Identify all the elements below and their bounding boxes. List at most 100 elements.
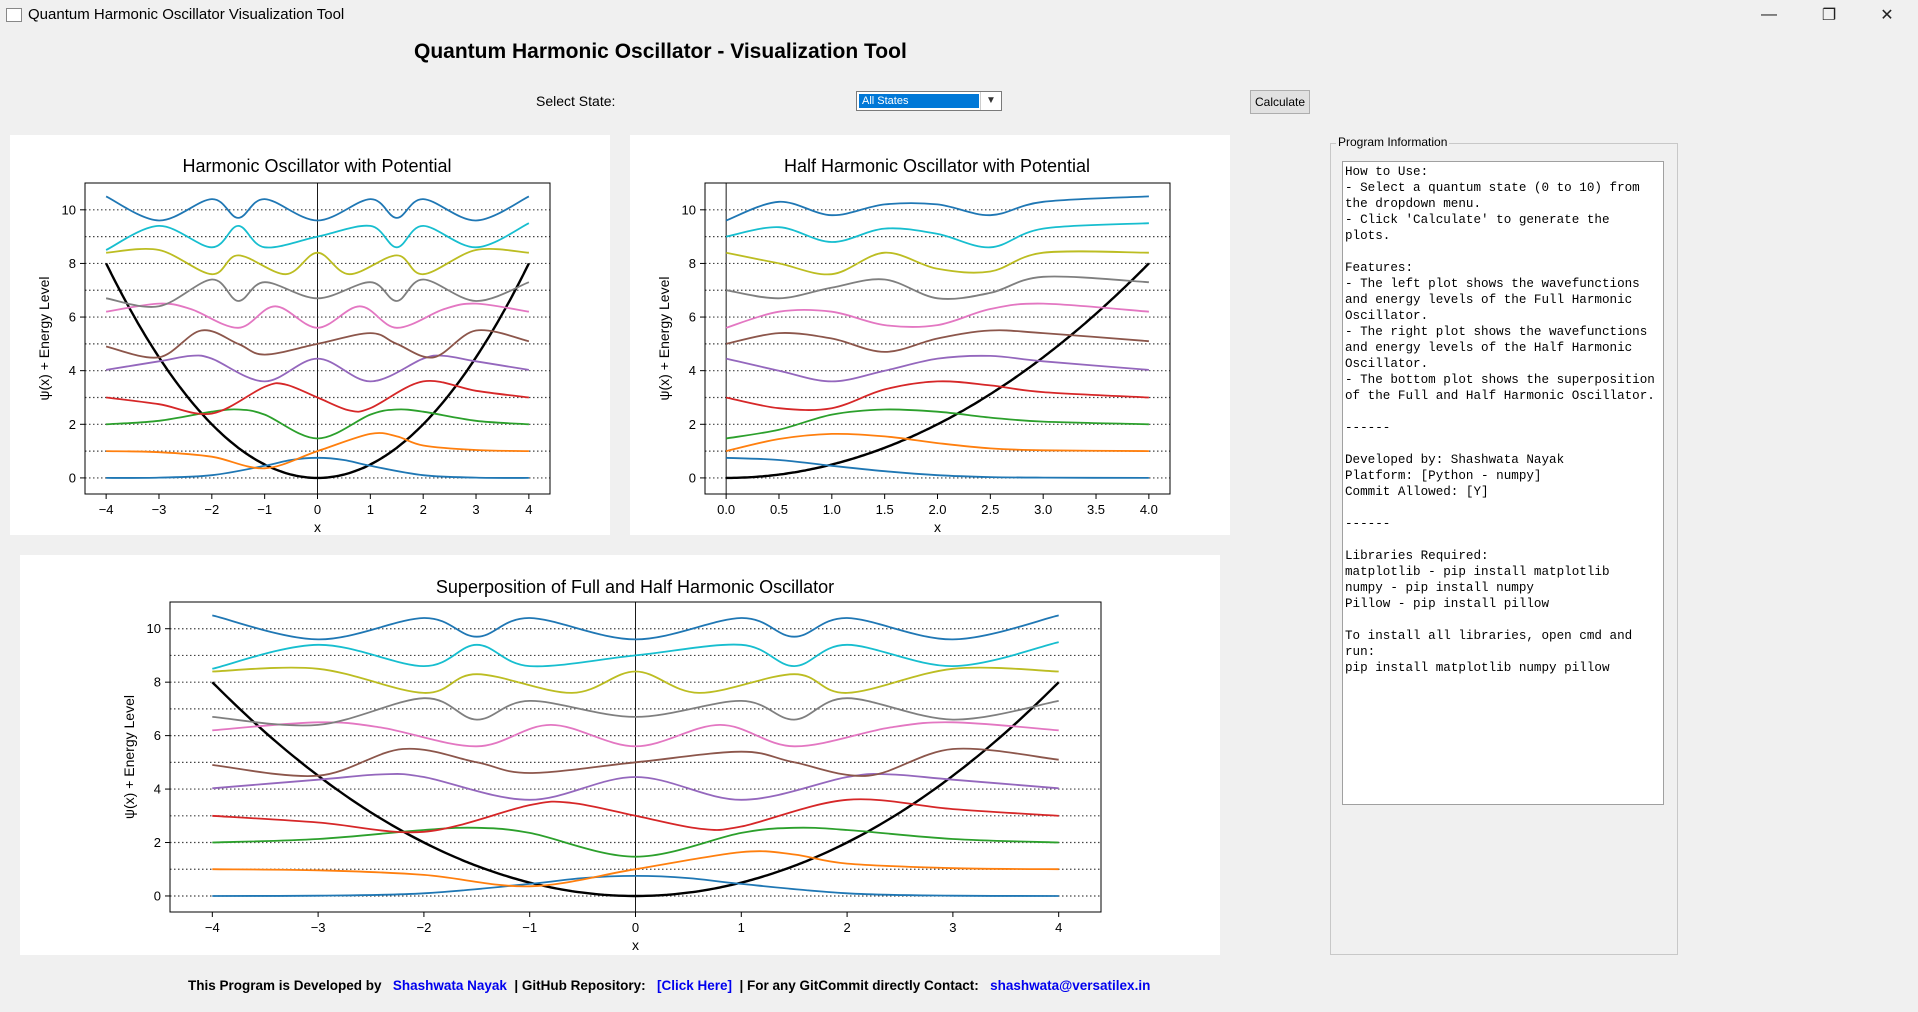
- x-tick-label: 2: [420, 502, 427, 517]
- window-title: Quantum Harmonic Oscillator Visualizatio…: [28, 6, 345, 23]
- wavefunction-line: [212, 798, 1059, 834]
- wavefunction-line: [725, 275, 1149, 300]
- y-tick-label: 2: [69, 417, 76, 432]
- x-tick-label: 0: [314, 502, 321, 517]
- wavefunction-line: [725, 329, 1149, 353]
- y-tick-label: 10: [147, 621, 161, 636]
- wavefunction-line: [212, 826, 1059, 858]
- program-information-text[interactable]: How to Use: - Select a quantum state (0 …: [1342, 161, 1664, 805]
- wavefunction-line: [105, 195, 530, 222]
- y-tick-label: 6: [689, 310, 696, 325]
- wavefunction-line: [725, 195, 1149, 222]
- contact-email-link[interactable]: shashwata@versatilex.in: [990, 978, 1151, 993]
- y-tick-label: 8: [689, 256, 696, 271]
- github-repo-link[interactable]: [Click Here]: [656, 978, 732, 993]
- wavefunction-line: [106, 247, 529, 276]
- x-tick-label: 0.5: [770, 502, 788, 517]
- y-tick-label: 8: [154, 675, 161, 690]
- wavefunction-line: [106, 432, 529, 470]
- wavefunction-line: [725, 432, 1149, 452]
- wavefunction-line: [725, 222, 1149, 249]
- page-title: Quantum Harmonic Oscillator - Visualizat…: [414, 40, 907, 63]
- y-tick-label: 8: [69, 256, 76, 271]
- wavefunction-line: [212, 747, 1059, 777]
- potential-curve: [726, 262, 1150, 480]
- x-tick-label: 0.0: [717, 502, 735, 517]
- y-tick-label: 0: [154, 888, 161, 903]
- x-tick-label: −4: [99, 502, 114, 517]
- wavefunction-line: [725, 408, 1149, 440]
- x-tick-label: −1: [522, 920, 537, 935]
- full-oscillator-svg: −4 −3 −2 −1 0 1 2 3 4 0 2 4 6 8 10 x ψ(x) + Energy Level: [36, 182, 551, 535]
- x-tick-label: 2.5: [981, 502, 999, 517]
- wavefunction-line: [212, 874, 1059, 897]
- restore-icon[interactable]: ❐: [1821, 7, 1837, 24]
- wavefunction-line: [212, 721, 1059, 748]
- wavefunction-line: [105, 329, 530, 359]
- superposition-svg: −4 −3 −2 −1 0 1 2 3 4 0 2 4 6 8 10 x ψ(x) + Energy Level: [121, 601, 1102, 953]
- wavefunction-line: [212, 772, 1059, 801]
- wavefunction-line: [212, 614, 1059, 641]
- y-tick-label: 6: [69, 310, 76, 325]
- minimize-icon[interactable]: —: [1761, 6, 1777, 23]
- wavefunction-line: [105, 278, 530, 308]
- x-tick-label: 0: [632, 920, 639, 935]
- y-tick-label: 0: [689, 470, 696, 485]
- x-tick-label: −1: [257, 502, 272, 517]
- program-information-label: Program Information: [1336, 135, 1450, 149]
- potential-curve: [211, 681, 1060, 898]
- calculate-button[interactable]: Calculate: [1250, 90, 1310, 114]
- x-tick-label: 1.5: [876, 502, 894, 517]
- wavefunction-line: [725, 380, 1149, 411]
- app-icon: [6, 8, 22, 22]
- full-oscillator-plot: −4 −3 −2 −1 0 1 2 3 4 0 2 4 6 8 10 x ψ(x) + Energy Level…: [10, 135, 610, 535]
- wavefunction-line: [105, 354, 530, 383]
- x-tick-label: 2: [843, 920, 850, 935]
- author-link[interactable]: Shashwata Nayak: [392, 978, 507, 993]
- y-tick-label: 10: [682, 202, 696, 217]
- close-icon[interactable]: ✕: [1880, 7, 1894, 24]
- x-tick-label: −3: [311, 920, 326, 935]
- y-tick-label: 10: [62, 202, 76, 217]
- wavefunction-line: [212, 850, 1059, 888]
- footer-developed-by: This Program is Developed by: [188, 978, 382, 993]
- superposition-plot: −4 −3 −2 −1 0 1 2 3 4 0 2 4 6 8 10 x ψ(x) + Energy Level…: [20, 555, 1220, 955]
- chevron-down-icon[interactable]: ▼: [980, 92, 1001, 110]
- select-state-label: Select State:: [536, 93, 616, 109]
- wavefunction-line: [212, 697, 1059, 727]
- window-titlebar: Quantum Harmonic Oscillator Visualizatio…: [0, 0, 1918, 30]
- plot-title: Half Harmonic Oscillator with Potential: [783, 156, 1091, 176]
- half-oscillator-svg: 0.0 0.5 1.0 1.5 2.0 2.5 3.0 3.5 4.0 0 2 4 6 8 10 x ψ(x) …: [656, 182, 1171, 535]
- state-dropdown[interactable]: All States ▼: [856, 91, 1002, 111]
- footer-repo-label: | GitHub Repository:: [514, 978, 646, 993]
- x-axis-label: x: [632, 937, 639, 953]
- state-dropdown-value: All States: [859, 94, 979, 108]
- x-tick-label: −2: [416, 920, 431, 935]
- program-information-frame: [1330, 143, 1678, 955]
- x-tick-label: 3.0: [1034, 502, 1052, 517]
- wavefunction-line: [725, 250, 1149, 276]
- wavefunction-line: [105, 222, 530, 251]
- x-tick-label: 4: [1055, 920, 1062, 935]
- y-tick-label: 2: [689, 417, 696, 432]
- wavefunction-line: [726, 456, 1149, 479]
- x-axis-label: x: [934, 519, 941, 535]
- plot-title: Harmonic Oscillator with Potential: [182, 156, 452, 176]
- y-tick-label: 4: [689, 363, 696, 378]
- y-tick-label: 2: [154, 835, 161, 850]
- x-tick-label: 4: [525, 502, 532, 517]
- plot-title: Superposition of Full and Half Harmonic …: [435, 577, 835, 597]
- wavefunction-line: [212, 666, 1059, 694]
- wavefunction-line: [725, 302, 1149, 329]
- wavefunction-line: [106, 456, 529, 479]
- wavefunction-line: [212, 641, 1059, 670]
- wavefunction-line: [105, 379, 530, 416]
- x-tick-label: 1.0: [823, 502, 841, 517]
- x-tick-label: 3: [472, 502, 479, 517]
- half-oscillator-plot: 0.0 0.5 1.0 1.5 2.0 2.5 3.0 3.5 4.0 0 2 4 6 8 10 x ψ(x) …: [630, 135, 1230, 535]
- x-tick-label: 3.5: [1087, 502, 1105, 517]
- y-axis-label: ψ(x) + Energy Level: [121, 695, 137, 819]
- x-tick-label: 1: [367, 502, 374, 517]
- footer-contact-label: | For any GitCommit directly Contact:: [739, 978, 979, 993]
- x-tick-label: −3: [152, 502, 167, 517]
